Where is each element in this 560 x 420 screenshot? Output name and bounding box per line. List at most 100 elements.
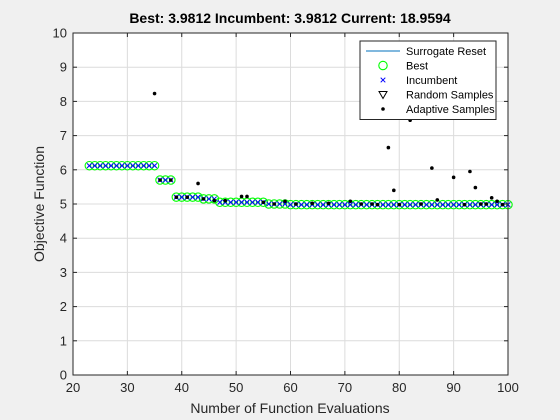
incumbent-point: [456, 202, 462, 208]
best-point: [166, 175, 176, 185]
incumbent-point: [347, 202, 353, 208]
best-point: [312, 199, 323, 210]
incumbent-point: [282, 201, 288, 207]
adaptive-samples-point: [484, 202, 489, 206]
adaptive-samples-point: [479, 202, 483, 206]
adaptive-samples-point: [468, 169, 472, 174]
incumbent-point: [119, 163, 125, 169]
chart-title: Best: 3.9812 Incumbent: 3.9812 Current: …: [129, 10, 451, 26]
incumbent-point: [135, 163, 141, 169]
adaptive-samples-point: [272, 202, 276, 206]
y-tick-label: 1: [60, 333, 67, 348]
best-point: [443, 199, 453, 210]
y-tick-label: 10: [53, 26, 67, 41]
adaptive-samples-point: [201, 197, 206, 201]
adaptive-samples-point: [386, 145, 391, 150]
incumbent-point: [206, 196, 212, 202]
incumbent-point: [402, 202, 408, 208]
incumbent-point: [320, 202, 326, 208]
best-point: [144, 160, 154, 171]
x-tick-label: 50: [229, 380, 243, 395]
adaptive-samples-point: [495, 199, 499, 204]
legend-label-random-samples: Random Samples: [406, 90, 494, 102]
y-tick-label: 0: [60, 368, 67, 383]
incumbent-point: [151, 163, 158, 169]
adaptive-samples-point: [212, 198, 217, 203]
legend-marker-best: [378, 60, 388, 71]
incumbent-point: [489, 202, 495, 208]
y-tick-label: 2: [60, 299, 67, 314]
incumbent-point: [450, 202, 457, 208]
best-point: [318, 199, 328, 210]
x-tick-label: 20: [66, 380, 80, 395]
incumbent-point: [304, 202, 310, 208]
incumbent-point: [195, 194, 201, 200]
best-point: [448, 199, 459, 210]
y-tick-label: 3: [60, 265, 67, 280]
best-point: [133, 160, 144, 171]
best-point: [100, 160, 111, 171]
best-point: [122, 160, 133, 171]
incumbent-point: [108, 163, 114, 169]
best-point: [155, 175, 165, 185]
adaptive-samples-point: [397, 202, 402, 207]
best-point: [138, 160, 149, 171]
adaptive-samples-point: [294, 202, 298, 206]
best-point: [117, 160, 127, 171]
incumbent-point: [276, 201, 283, 207]
incumbent-point: [467, 202, 473, 208]
adaptive-samples-point: [174, 195, 179, 199]
adaptive-samples-point: [435, 198, 440, 202]
best-point: [111, 160, 122, 171]
best-point: [427, 199, 437, 210]
adaptive-samples-point: [430, 166, 434, 170]
incumbent-point: [92, 163, 98, 169]
incumbent-point: [238, 199, 245, 205]
incumbent-point: [494, 202, 500, 208]
x-tick-label: 100: [497, 380, 519, 395]
incumbent-point: [189, 194, 196, 200]
adaptive-samples-point: [326, 201, 331, 206]
adaptive-samples-point: [451, 175, 456, 180]
incumbent-point: [130, 163, 136, 169]
adaptive-samples-point: [223, 198, 228, 203]
y-tick-label: 8: [60, 94, 67, 109]
incumbent-point: [472, 202, 479, 208]
incumbent-point: [179, 194, 185, 200]
legend-label-adaptive-samples: Adaptive Samples: [406, 104, 495, 116]
best-point: [182, 192, 192, 202]
incumbent-point: [412, 202, 419, 208]
incumbent-point: [445, 202, 451, 208]
x-tick-label: 70: [338, 380, 352, 395]
incumbent-point: [255, 199, 261, 205]
y-tick-label: 7: [60, 128, 67, 143]
adaptive-samples-point: [419, 202, 423, 206]
legend-label-surrogate-reset: Surrogate Reset: [406, 46, 486, 58]
best-point: [323, 199, 334, 210]
best-point: [247, 197, 258, 208]
best-point: [84, 160, 95, 171]
incumbent-point: [141, 163, 147, 169]
best-point: [95, 160, 105, 171]
adaptive-samples-point: [489, 196, 494, 200]
adaptive-samples-point: [370, 202, 374, 206]
adaptive-samples-point: [239, 194, 244, 199]
y-axis-label: Objective Function: [31, 146, 47, 262]
x-tick-label: 80: [392, 380, 406, 395]
y-tick-label: 5: [60, 197, 67, 212]
x-axis-label: Number of Function Evaluations: [190, 400, 389, 416]
adaptive-samples-point: [359, 202, 363, 206]
best-point: [90, 160, 100, 171]
incumbent-point: [298, 202, 305, 208]
incumbent-point: [423, 202, 430, 208]
best-point: [291, 199, 301, 210]
incumbent-point: [287, 202, 294, 208]
incumbent-point: [407, 202, 413, 208]
incumbent-point: [233, 199, 239, 205]
incumbent-point: [380, 202, 386, 208]
incumbent-point: [429, 202, 435, 208]
legend-marker-adaptive-samples: [381, 107, 385, 111]
incumbent-point: [162, 177, 169, 183]
